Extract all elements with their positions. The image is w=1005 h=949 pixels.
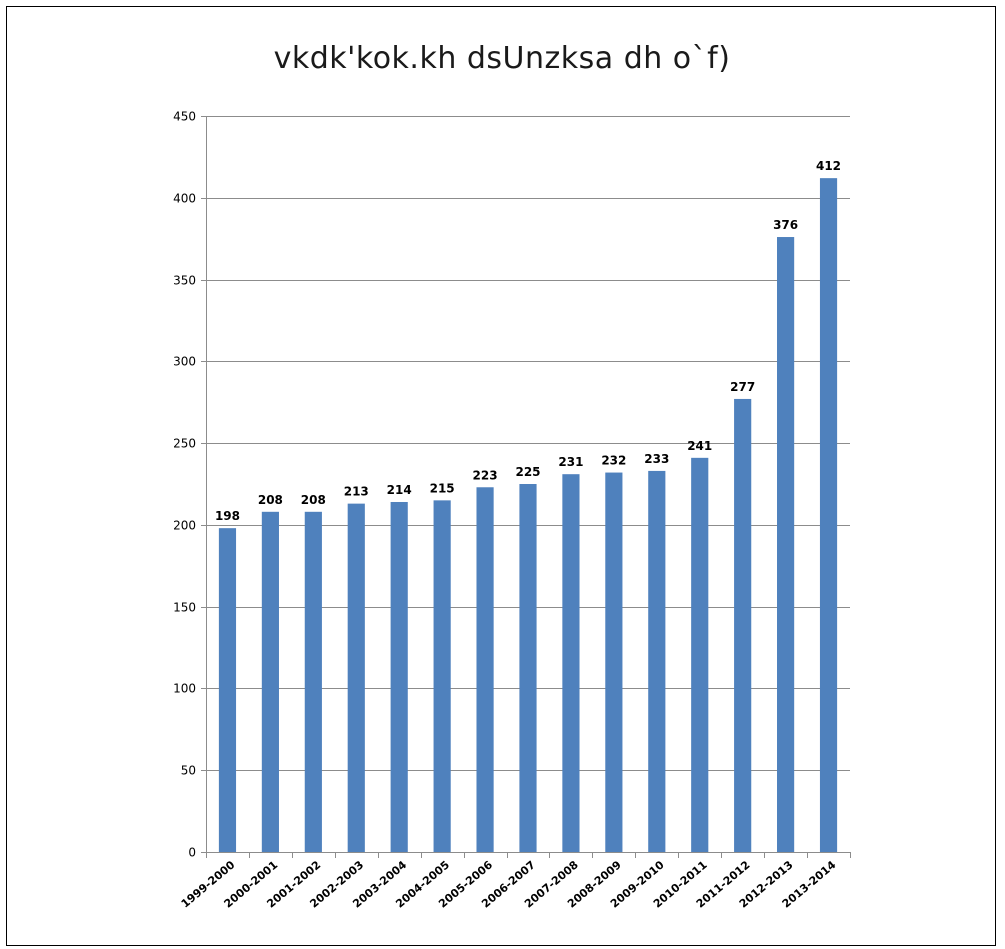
bar [347, 503, 365, 852]
bar [691, 457, 709, 852]
data-label: 277 [730, 380, 755, 394]
chart-plot: 198 208 208 213 214 215 223 225 231 232 233 241 277 3… [173, 110, 851, 911]
bar [777, 237, 795, 852]
data-label: 213 [344, 485, 369, 499]
y-tick-label: 150 [173, 601, 196, 615]
data-label: 412 [816, 159, 841, 173]
bar [304, 511, 322, 852]
data-label: 198 [215, 509, 240, 523]
bar [390, 501, 408, 852]
data-label: 214 [387, 483, 412, 497]
y-tick-label: 300 [173, 355, 196, 369]
bar [519, 484, 537, 852]
data-label: 223 [473, 468, 498, 482]
bar [734, 398, 752, 852]
x-tick-labels: 1999-20002000-20012001-20022002-20032003… [179, 858, 839, 910]
bar [433, 500, 451, 852]
y-tick-label: 350 [173, 274, 196, 288]
bar [562, 474, 580, 852]
bar [648, 470, 666, 852]
data-labels: 198 208 208 213 214 215 223 225 231 232 233 241 277 3… [215, 159, 841, 523]
y-tick-label: 400 [173, 192, 196, 206]
y-tick-label: 450 [173, 110, 196, 124]
chart-frame: vkdk'kok.kh dsUnzksa dh o`f) 198 208 208 21… [6, 6, 996, 946]
axes [201, 116, 851, 858]
bar [605, 472, 623, 852]
data-label: 233 [644, 452, 669, 466]
bar [476, 487, 494, 852]
bars [218, 178, 838, 852]
bar [218, 528, 237, 852]
y-tick-labels: 0 50 100 150 200 250 300 350 400 450 [173, 110, 196, 860]
y-tick-label: 0 [188, 846, 196, 860]
data-label: 231 [558, 455, 583, 469]
bar [819, 178, 838, 852]
data-label: 225 [515, 465, 540, 479]
y-tick-label: 200 [173, 519, 196, 533]
data-label: 208 [301, 493, 326, 507]
data-label: 232 [601, 454, 626, 468]
bar [261, 511, 279, 852]
data-label: 215 [430, 481, 455, 495]
data-label: 208 [258, 493, 283, 507]
chart-title: vkdk'kok.kh dsUnzksa dh o`f) [273, 41, 731, 76]
data-label: 376 [773, 218, 798, 232]
data-label: 241 [687, 439, 712, 453]
y-tick-label: 100 [173, 682, 196, 696]
y-tick-label: 50 [181, 764, 196, 778]
y-tick-label: 250 [173, 437, 196, 451]
